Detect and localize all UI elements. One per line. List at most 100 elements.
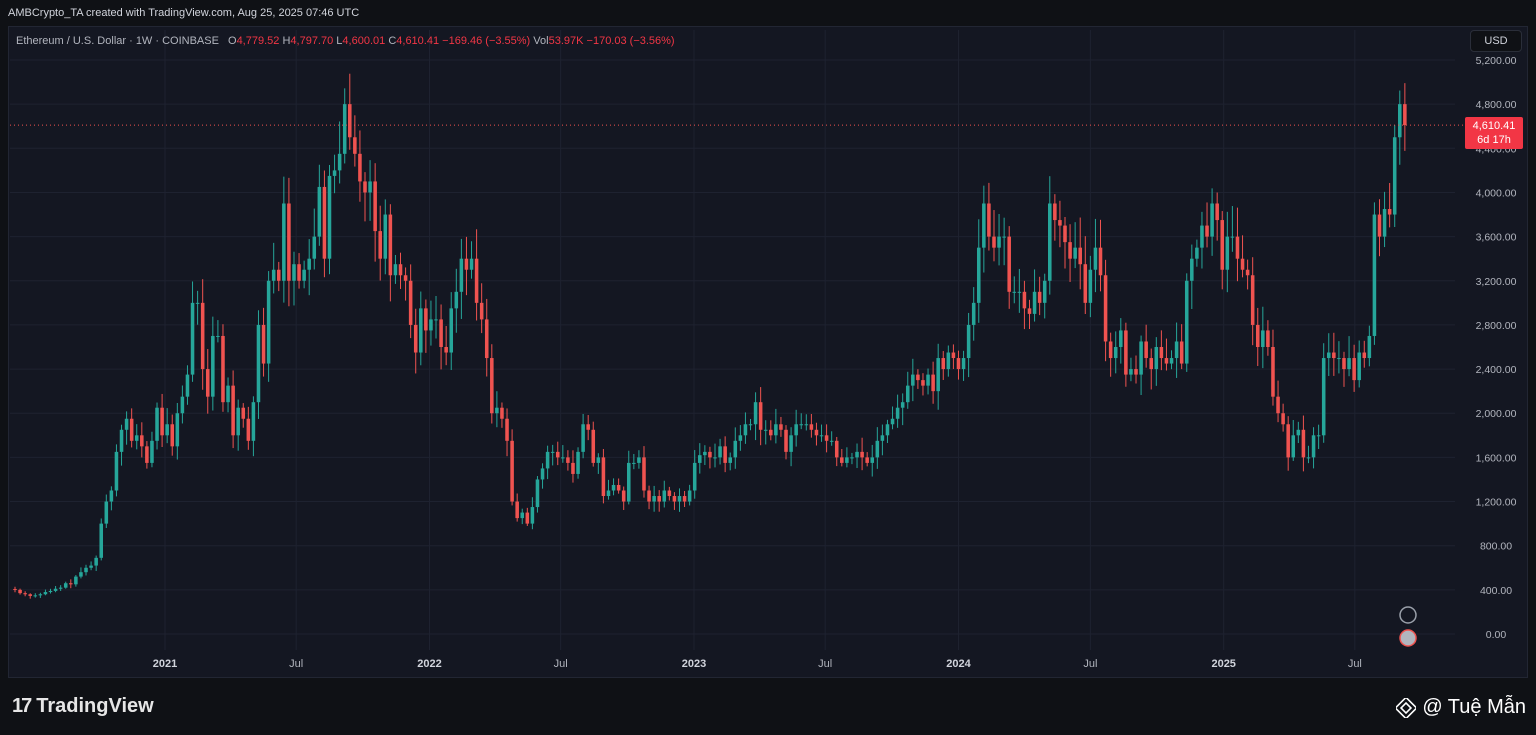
candle-body bbox=[282, 203, 286, 281]
candle bbox=[992, 210, 996, 262]
candle bbox=[571, 450, 575, 483]
candle-body bbox=[1276, 396, 1280, 414]
candle bbox=[205, 349, 210, 414]
candle-body bbox=[626, 462, 631, 502]
candle-body bbox=[307, 258, 311, 270]
y-tick-label: 3,200.00 bbox=[1476, 276, 1517, 288]
x-tick-label: 2025 bbox=[1211, 658, 1235, 670]
candle-body bbox=[393, 264, 398, 276]
candle bbox=[322, 170, 327, 278]
candle-body bbox=[621, 490, 626, 502]
tradingview-logo[interactable]: 17 TradingView bbox=[12, 695, 154, 718]
candle bbox=[216, 320, 220, 343]
candle bbox=[1337, 341, 1341, 374]
candle bbox=[713, 443, 717, 468]
candle bbox=[150, 431, 154, 468]
candle bbox=[1230, 206, 1235, 252]
candle bbox=[1332, 332, 1336, 376]
candle-body bbox=[880, 435, 885, 441]
candle bbox=[966, 312, 971, 378]
candle-body bbox=[1311, 435, 1316, 458]
candle bbox=[170, 414, 175, 456]
candle-body bbox=[723, 446, 727, 463]
candle-body bbox=[1230, 236, 1235, 238]
candle-body bbox=[246, 418, 251, 441]
candle-body bbox=[682, 496, 687, 502]
candle bbox=[1002, 217, 1006, 266]
candle bbox=[1215, 192, 1219, 241]
candle bbox=[769, 420, 773, 441]
candle-body bbox=[946, 352, 951, 370]
candle-body bbox=[637, 457, 641, 463]
candle-body bbox=[1326, 352, 1331, 359]
candle bbox=[23, 591, 27, 597]
candle-body bbox=[647, 490, 651, 502]
candle-body bbox=[342, 104, 347, 154]
candle-body bbox=[875, 440, 880, 458]
candle bbox=[1164, 338, 1169, 371]
candle bbox=[1017, 268, 1022, 313]
candle bbox=[99, 518, 104, 561]
ohlc-legend: Ethereum / U.S. Dollar · 1W · COINBASE O… bbox=[16, 35, 675, 47]
candle bbox=[850, 452, 854, 465]
candle-body bbox=[1159, 347, 1164, 359]
candle bbox=[33, 593, 38, 598]
candle bbox=[348, 73, 352, 150]
candle-body bbox=[774, 424, 778, 436]
candle-body bbox=[474, 258, 479, 303]
candle bbox=[1154, 337, 1159, 386]
candle bbox=[682, 490, 687, 507]
candle bbox=[317, 164, 322, 246]
candle-body bbox=[337, 153, 342, 171]
candle-body bbox=[1266, 330, 1270, 347]
candle bbox=[1306, 445, 1311, 464]
candle bbox=[84, 564, 88, 576]
candle-body bbox=[99, 523, 104, 558]
candle bbox=[479, 283, 484, 334]
candle-body bbox=[515, 501, 519, 519]
candle bbox=[353, 115, 357, 167]
x-tick-label: Jul bbox=[554, 658, 568, 670]
candle-body bbox=[43, 592, 48, 595]
candle bbox=[18, 588, 22, 595]
candle-body bbox=[449, 308, 454, 353]
candle-body bbox=[814, 429, 819, 436]
candle bbox=[530, 497, 535, 530]
candle bbox=[642, 446, 646, 498]
legend-high-value: 4,797.70 bbox=[290, 35, 334, 47]
candle-body bbox=[1357, 352, 1361, 381]
currency-button[interactable]: USD bbox=[1470, 30, 1522, 52]
candle bbox=[692, 450, 697, 499]
candle bbox=[271, 242, 276, 294]
candle-body bbox=[53, 588, 58, 591]
candle bbox=[490, 344, 494, 424]
candle bbox=[601, 449, 606, 504]
candle-body bbox=[1058, 220, 1062, 226]
candle-body bbox=[855, 451, 859, 458]
candle-body bbox=[540, 468, 545, 480]
candle bbox=[1398, 90, 1402, 165]
candle bbox=[474, 229, 479, 321]
binance-diamond-icon bbox=[1396, 697, 1417, 718]
candle bbox=[905, 371, 910, 409]
candle-body bbox=[1002, 236, 1006, 238]
candle-body bbox=[1195, 247, 1199, 259]
flag-icon[interactable] bbox=[1399, 629, 1417, 647]
candle bbox=[368, 160, 372, 221]
candle-body bbox=[845, 457, 849, 463]
replay-icon[interactable] bbox=[1399, 606, 1417, 624]
candle-body bbox=[1205, 225, 1209, 237]
candle bbox=[459, 238, 464, 319]
candle bbox=[1119, 318, 1123, 364]
candle bbox=[1073, 222, 1077, 269]
candle-body bbox=[1093, 247, 1098, 270]
candle-body bbox=[69, 583, 73, 585]
candle-body bbox=[840, 457, 844, 463]
candle bbox=[799, 413, 804, 430]
x-tick-label: Jul bbox=[1083, 658, 1097, 670]
candle bbox=[723, 436, 727, 473]
candle-body bbox=[439, 319, 443, 347]
candle-body bbox=[1012, 291, 1017, 293]
candle-body bbox=[976, 247, 981, 303]
